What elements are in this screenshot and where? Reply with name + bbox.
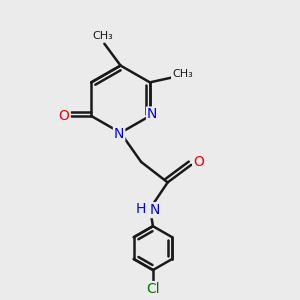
Text: CH₃: CH₃ [92, 32, 113, 41]
Text: CH₃: CH₃ [172, 69, 193, 79]
Text: H: H [136, 202, 146, 216]
Text: N: N [149, 203, 160, 217]
Text: N: N [114, 127, 124, 141]
Text: Cl: Cl [146, 282, 160, 296]
Text: N: N [147, 107, 158, 122]
Text: O: O [193, 155, 204, 169]
Text: O: O [59, 109, 70, 123]
